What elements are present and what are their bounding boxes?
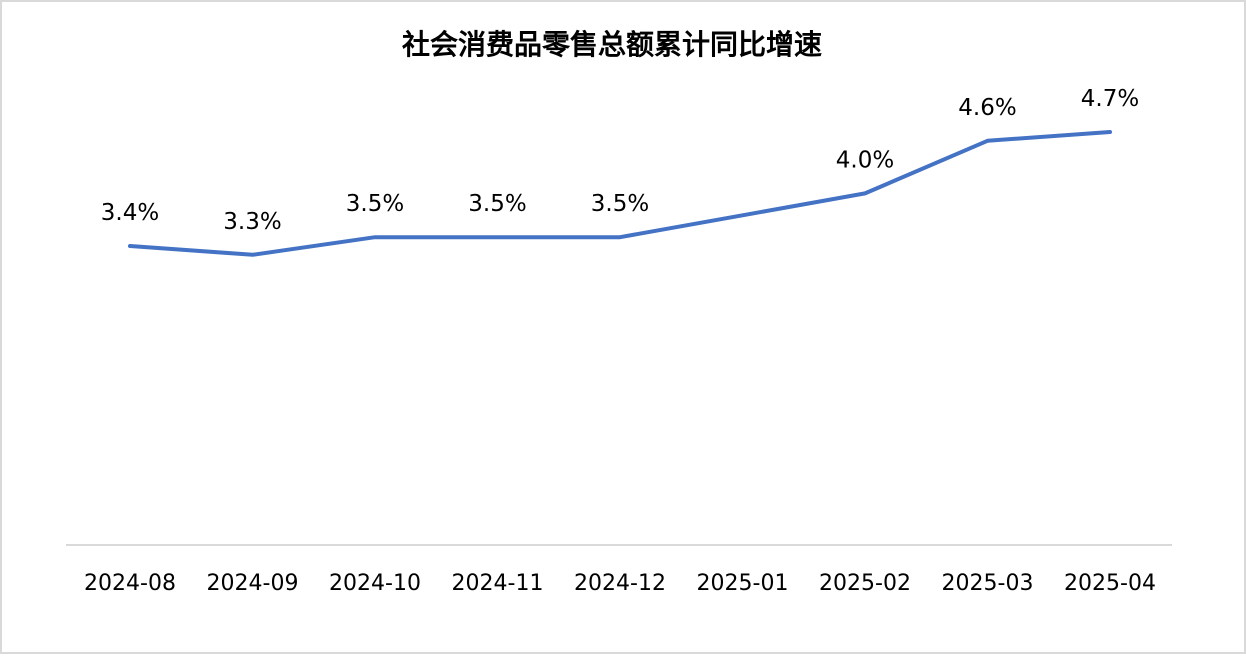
x-tick-label: 2025-03 (942, 571, 1034, 596)
data-label: 4.0% (836, 147, 894, 173)
data-label: 3.5% (346, 191, 404, 217)
data-label: 3.4% (101, 200, 159, 226)
data-label: 3.5% (591, 191, 649, 217)
data-label: 4.7% (1081, 86, 1139, 112)
x-tick-label: 2024-08 (84, 571, 176, 596)
x-tick-label: 2024-11 (452, 571, 544, 596)
x-tick-label: 2025-01 (697, 571, 789, 596)
series-line (128, 130, 1112, 257)
x-tick-label: 2025-04 (1064, 571, 1156, 596)
data-label: 4.6% (958, 95, 1016, 121)
x-tick-labels: 2024-08 2024-09 2024-10 2024-11 2024-12 2025-… (84, 571, 1156, 596)
drop-lines (129, 132, 1111, 545)
data-label: 3.3% (223, 209, 281, 235)
data-label: 3.5% (468, 191, 526, 217)
x-tick-label: 2024-10 (329, 571, 421, 596)
x-tick-label: 2025-02 (819, 571, 911, 596)
x-tick-label: 2024-09 (207, 571, 299, 596)
data-labels: 3.4% 3.3% 3.5% 3.5% 3.5% 4.0% 4.6% 4.7% (101, 86, 1139, 235)
x-tick-label: 2024-12 (574, 571, 666, 596)
chart-title: 社会消费品零售总额累计同比增速 (402, 28, 822, 61)
